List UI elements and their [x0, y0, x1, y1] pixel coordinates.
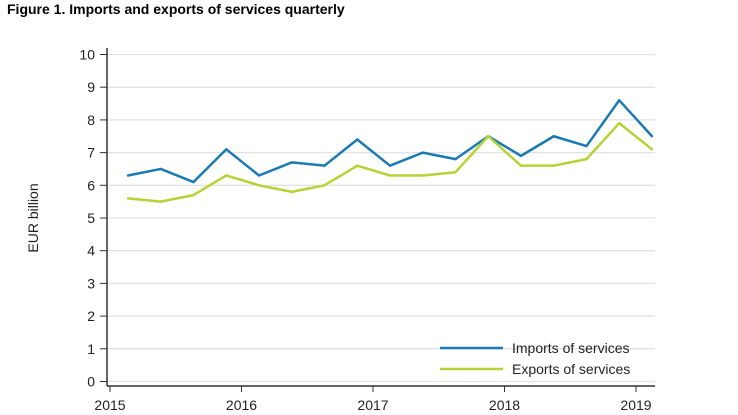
data-point — [290, 161, 293, 164]
series-line — [127, 99, 653, 184]
data-point — [388, 174, 392, 177]
data-point — [323, 184, 326, 187]
data-point — [519, 154, 523, 158]
y-tick-label: 7 — [87, 145, 95, 161]
data-point — [650, 135, 654, 138]
series-1 — [126, 121, 654, 203]
data-point — [585, 157, 588, 161]
data-point — [356, 138, 359, 141]
data-point — [552, 164, 555, 167]
data-point — [552, 135, 555, 138]
data-point — [454, 157, 457, 161]
data-point — [388, 164, 392, 167]
data-point — [257, 174, 261, 177]
legend-label: Exports of services — [512, 361, 630, 377]
data-point — [225, 174, 228, 177]
series-0 — [126, 99, 654, 184]
data-point — [585, 144, 588, 148]
legend-label: Imports of services — [512, 340, 629, 356]
data-point — [126, 197, 130, 200]
data-point — [159, 200, 162, 203]
y-tick-label: 0 — [87, 374, 95, 390]
y-axis-label: EUR billion — [25, 183, 41, 252]
data-point — [487, 135, 490, 138]
y-tick-label: 2 — [87, 308, 95, 324]
data-point — [192, 180, 195, 184]
series-line — [127, 121, 653, 203]
x-tick-label: 2015 — [94, 397, 125, 413]
x-tick-label: 2019 — [620, 397, 651, 413]
data-point — [650, 148, 654, 151]
y-tick-label: 10 — [79, 47, 95, 63]
y-tick-label: 3 — [87, 275, 95, 291]
x-tick-label: 2016 — [226, 397, 257, 413]
y-tick-label: 5 — [87, 210, 95, 226]
data-point — [454, 171, 457, 174]
data-point — [519, 164, 523, 167]
data-point — [618, 121, 621, 125]
y-tick-label: 8 — [87, 112, 95, 128]
data-point — [192, 193, 195, 197]
data-point — [225, 148, 228, 151]
x-tick-label: 2017 — [357, 397, 388, 413]
data-point — [421, 174, 424, 177]
x-tick-label: 2018 — [489, 397, 520, 413]
y-tick-label: 9 — [87, 79, 95, 95]
data-point — [356, 164, 359, 167]
data-point — [257, 184, 261, 187]
data-point — [159, 167, 162, 171]
data-point — [290, 190, 293, 194]
data-point — [126, 174, 130, 177]
data-point — [323, 164, 326, 167]
y-tick-label: 1 — [87, 341, 95, 357]
y-tick-label: 6 — [87, 177, 95, 193]
data-point — [618, 99, 621, 102]
y-tick-label: 4 — [87, 243, 95, 259]
chart-title: Figure 1. Imports and exports of service… — [7, 1, 345, 17]
data-point — [421, 151, 424, 154]
